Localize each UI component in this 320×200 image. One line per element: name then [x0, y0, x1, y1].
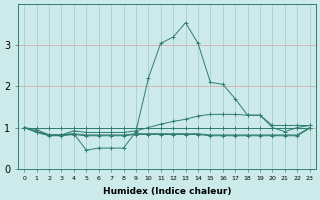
- X-axis label: Humidex (Indice chaleur): Humidex (Indice chaleur): [103, 187, 231, 196]
